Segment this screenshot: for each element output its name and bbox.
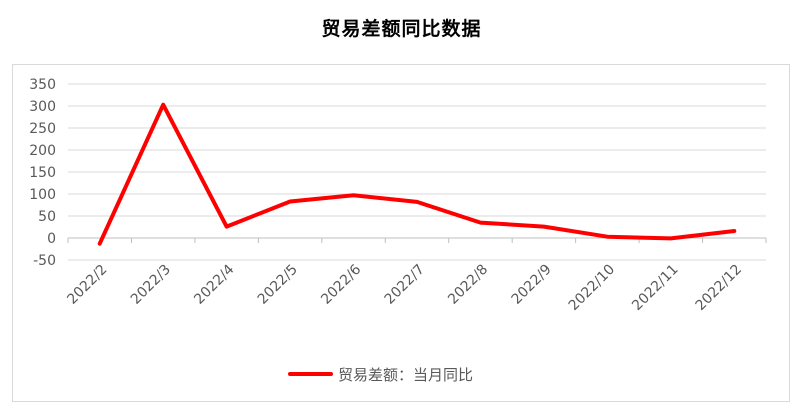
legend: 贸易差额：当月同比 (288, 366, 473, 384)
chart-title: 贸易差额同比数据 (321, 18, 482, 40)
y-tick-labels: -50 0 50 100 150 200 250 300 350 (29, 77, 56, 269)
gridlines (68, 83, 766, 261)
y-tick-label: 300 (29, 99, 56, 115)
y-tick-label: 0 (47, 231, 56, 247)
x-tick-label: 2022/6 (318, 261, 364, 307)
y-tick-label: 350 (29, 77, 56, 93)
x-tick-label: 2022/11 (629, 262, 681, 314)
y-tick-label: 200 (29, 143, 56, 159)
y-tick-label: 250 (29, 121, 56, 137)
legend-label: 贸易差额：当月同比 (338, 366, 473, 384)
x-tick-label: 2022/7 (382, 262, 428, 308)
x-tick-label: 2022/2 (64, 262, 110, 308)
chart-frame (12, 64, 790, 402)
x-tick-label: 2022/8 (445, 262, 491, 308)
x-tick-label: 2022/12 (693, 262, 745, 314)
series-layer (97, 102, 737, 246)
y-tick-label: 150 (29, 165, 56, 181)
y-tick-label: -50 (33, 253, 56, 269)
x-tick-label: 2022/10 (566, 262, 618, 314)
x-tick-labels: 2022/2 2022/3 2022/4 2022/5 2022/6 2022/7 2022… (64, 261, 745, 314)
y-tick-label: 100 (29, 187, 56, 203)
x-tick-label: 2022/5 (255, 262, 301, 308)
x-tick-label: 2022/9 (509, 262, 555, 308)
series-line (97, 102, 737, 246)
x-tick-label: 2022/3 (128, 262, 174, 308)
x-tick-label: 2022/4 (191, 261, 237, 307)
y-tick-label: 50 (38, 209, 56, 225)
